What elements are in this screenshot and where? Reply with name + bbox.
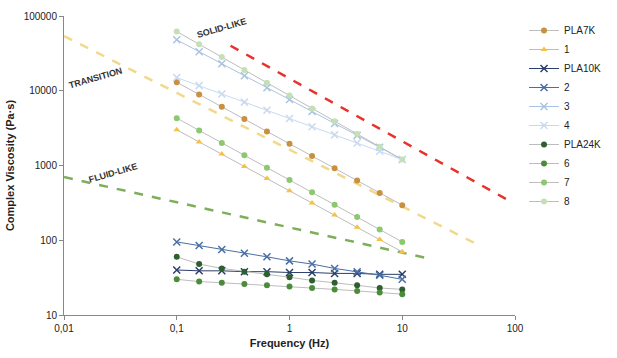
svg-text:1: 1 bbox=[287, 323, 293, 334]
svg-text:2: 2 bbox=[564, 82, 570, 93]
svg-text:10: 10 bbox=[46, 310, 58, 321]
svg-text:FLUID-LIKE: FLUID-LIKE bbox=[88, 161, 139, 184]
svg-text:3: 3 bbox=[564, 101, 570, 112]
svg-text:7: 7 bbox=[564, 177, 570, 188]
svg-text:100: 100 bbox=[507, 323, 524, 334]
svg-text:100000: 100000 bbox=[24, 11, 58, 22]
svg-text:TRANSITION: TRANSITION bbox=[68, 66, 124, 91]
svg-text:Frequency (Hz): Frequency (Hz) bbox=[250, 337, 330, 349]
svg-text:SOLID-LIKE: SOLID-LIKE bbox=[196, 16, 248, 40]
svg-text:0,01: 0,01 bbox=[54, 323, 74, 334]
svg-text:0,1: 0,1 bbox=[170, 323, 184, 334]
svg-text:1: 1 bbox=[564, 44, 570, 55]
svg-text:PLA10K: PLA10K bbox=[564, 63, 601, 74]
svg-text:1000: 1000 bbox=[35, 160, 58, 171]
svg-text:4: 4 bbox=[564, 120, 570, 131]
svg-text:PLA24K: PLA24K bbox=[564, 139, 601, 150]
svg-text:Complex Viscosity (Pa·s): Complex Viscosity (Pa·s) bbox=[4, 100, 16, 232]
svg-text:100: 100 bbox=[40, 235, 57, 246]
svg-text:8: 8 bbox=[564, 196, 570, 207]
svg-text:10: 10 bbox=[397, 323, 409, 334]
svg-text:PLA7K: PLA7K bbox=[564, 25, 595, 36]
svg-text:6: 6 bbox=[564, 158, 570, 169]
svg-text:10000: 10000 bbox=[29, 85, 57, 96]
